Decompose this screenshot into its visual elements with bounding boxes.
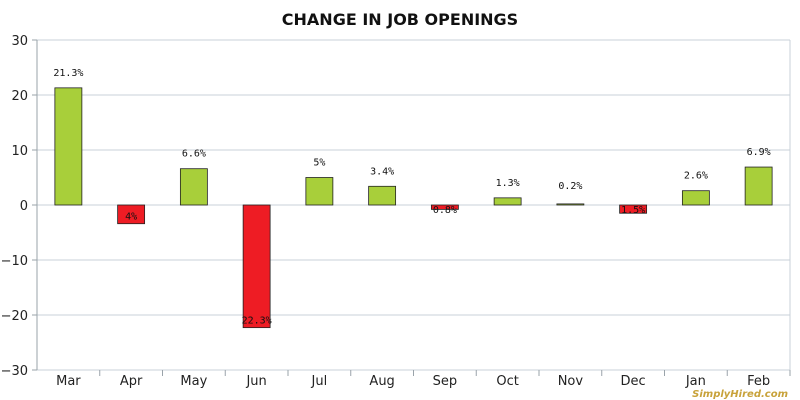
data-label-feb: 6.9%: [747, 147, 771, 158]
x-tick-label-dec: Dec: [621, 374, 646, 389]
bars: [54, 87, 773, 329]
bar-mar: [54, 87, 83, 206]
y-tick-label: −20: [1, 309, 28, 324]
data-label-apr: 4%: [125, 212, 137, 223]
bar-aug: [368, 185, 397, 206]
data-labels: 21.3% 4% 6.6% 22.3% 5% 3.4% 0.8% 1.3% 0.2% 1.5% 2.…: [53, 68, 770, 327]
x-tick-label-may: May: [180, 374, 207, 389]
y-tick-label: 10: [11, 144, 28, 159]
data-label-jan: 2.6%: [684, 171, 708, 182]
y-tick-label: −30: [1, 364, 28, 379]
x-tick-label-mar: Mar: [56, 374, 81, 389]
data-label-oct: 1.3%: [496, 178, 520, 189]
data-label-may: 6.6%: [182, 149, 206, 160]
data-label-nov: 0.2%: [558, 181, 582, 192]
bar-oct: [493, 197, 522, 206]
y-tick-labels: −30 −20 −10 0 10 20 30: [1, 34, 28, 379]
bar-jul: [305, 177, 334, 206]
watermark-logo: SimplyHired.com: [692, 389, 788, 400]
x-tick-label-apr: Apr: [120, 374, 143, 389]
category-labels: Mar Apr May Jun Jul Aug Sep Oct Nov Dec Jan Feb: [56, 374, 770, 389]
bar-jun: [242, 204, 271, 329]
bar-apr: [117, 204, 146, 225]
x-tick-label-sep: Sep: [433, 374, 458, 389]
x-tick-label-aug: Aug: [369, 374, 394, 389]
x-tick-label-jan: Jan: [685, 374, 706, 389]
data-label-dec: 1.5%: [621, 205, 645, 216]
x-tick-label-jul: Jul: [311, 374, 328, 389]
bar-sep: [430, 204, 459, 210]
data-label-sep: 0.8%: [433, 205, 457, 216]
x-tick-label-nov: Nov: [558, 374, 584, 389]
bar-feb: [744, 166, 773, 206]
y-tick-label: 30: [11, 34, 28, 49]
data-label-aug: 3.4%: [370, 166, 394, 177]
y-tick-label: 0: [20, 199, 28, 214]
x-tick-label-oct: Oct: [496, 374, 518, 389]
x-tick-label-feb: Feb: [747, 374, 770, 389]
data-label-jul: 5%: [313, 158, 325, 169]
bar-dec: [619, 204, 648, 214]
data-label-mar: 21.3%: [53, 68, 83, 79]
x-tick-label-jun: Jun: [245, 374, 266, 389]
bar-may: [179, 168, 208, 206]
data-label-jun: 22.3%: [242, 316, 272, 327]
grid-layer: [32, 39, 791, 376]
y-tick-label: −10: [1, 254, 28, 269]
y-tick-label: 20: [11, 89, 28, 104]
chart-title: CHANGE IN JOB OPENINGS: [282, 10, 518, 29]
bar-nov: [556, 203, 585, 206]
bar-jan: [681, 190, 710, 206]
